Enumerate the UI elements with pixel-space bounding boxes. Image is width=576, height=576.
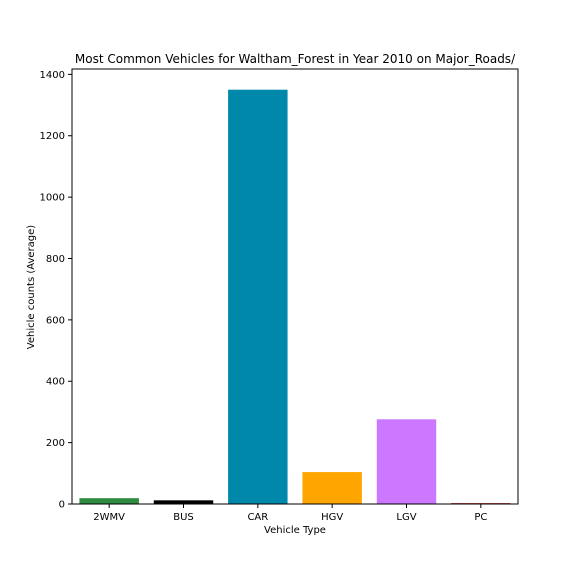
y-tick-label: 600	[46, 315, 65, 326]
x-tick-label: HGV	[321, 512, 343, 523]
y-tick-label: 1000	[40, 193, 65, 204]
y-axis-label: Vehicle counts (Average)	[26, 225, 37, 350]
y-tick-label: 400	[46, 377, 65, 388]
y-tick-label: 1200	[40, 131, 65, 142]
x-tick-label: CAR	[247, 512, 268, 523]
x-axis-label: Vehicle Type	[264, 525, 326, 536]
x-tick-label: 2WMV	[93, 512, 125, 523]
x-axis-ticks: 2WMV BUS CAR HGV LGV PC	[93, 504, 487, 523]
y-tick-label: 0	[59, 500, 65, 511]
x-tick-label: BUS	[173, 512, 194, 523]
bars-group	[79, 89, 511, 504]
bar-bus	[153, 500, 214, 504]
x-tick-label: PC	[474, 512, 487, 523]
bar-lgv	[376, 419, 437, 504]
chart-title: Most Common Vehicles for Waltham_Forest …	[75, 52, 516, 66]
bar-car	[228, 89, 288, 504]
y-axis-ticks: 0 200 400 600 800 1000 1200 1400	[40, 70, 72, 511]
y-tick-label: 1400	[40, 70, 65, 81]
bar-2wmv	[79, 498, 139, 504]
bar-hgv	[302, 472, 362, 504]
y-tick-label: 200	[46, 438, 65, 449]
plot-frame	[71, 68, 519, 505]
x-tick-label: LGV	[396, 512, 416, 523]
y-tick-label: 800	[46, 254, 65, 265]
